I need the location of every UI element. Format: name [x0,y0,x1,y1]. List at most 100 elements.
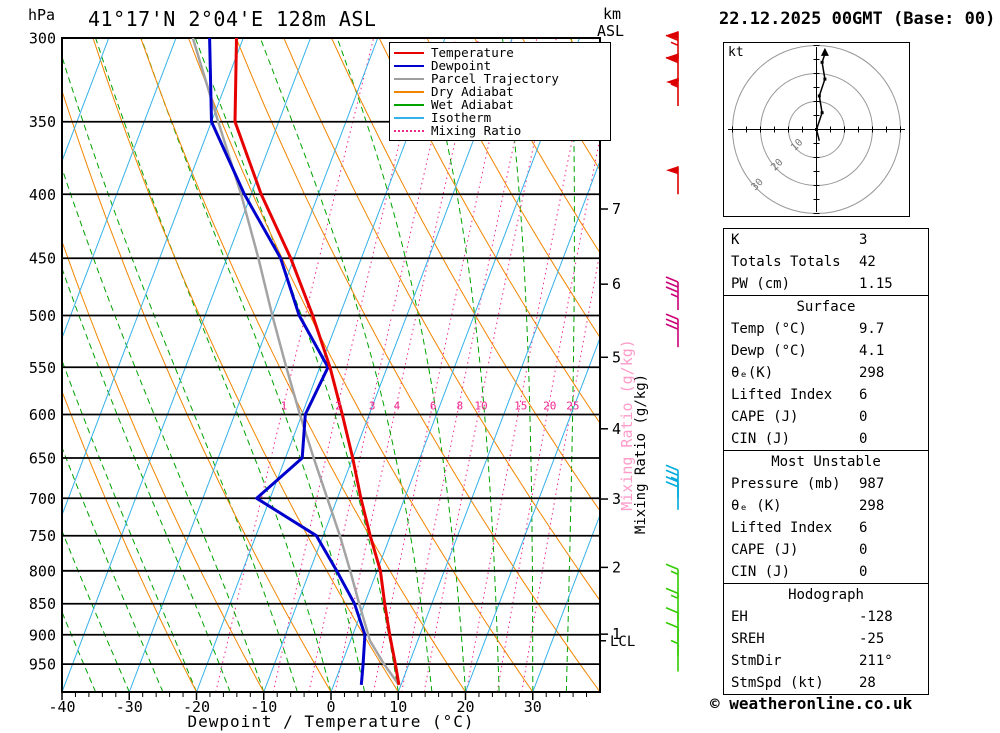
panel-section-header: Most Unstable [771,454,881,470]
panel-row-label: Temp (°C) [731,321,807,337]
credit: © weatheronline.co.uk [710,694,913,713]
panel-row: PW (cm) 1.15 [724,273,928,295]
mixing-ratio-value-label: 20 [543,400,556,413]
panel-row-label: CIN (J) [731,431,791,447]
panel-row-value: 1.15 [859,276,893,292]
isotherms [62,38,600,692]
panel-row: CIN (J) 0 [724,428,928,450]
panel-row-value: 0 [859,542,868,558]
profiles [191,38,401,686]
panel-row-label: K [731,232,740,248]
panel-row-value: -25 [859,631,885,647]
mixing-ratio-value-label: 15 [514,400,527,413]
km-tick-label: 2 [612,558,621,576]
hodograph-ring-label: 20 [769,157,785,173]
pressure-tick-label: 550 [29,359,56,377]
pressure-tick-label: 650 [29,449,56,467]
panel-row-label: EH [731,609,748,625]
temp-tick-label: 10 [389,698,407,716]
legend-label: Dry Adiabat [431,84,514,99]
panel-row-value: -128 [859,609,893,625]
temperature-line [233,38,401,686]
panel-row: CAPE (J) 0 [724,406,928,428]
legend-item: Parcel Trajectory [394,72,606,85]
mixing-ratio-value-label: 6 [430,400,437,413]
km-tick-label: 3 [612,490,621,508]
temp-tick-label: -40 [48,698,75,716]
panel-row-label: Dewp (°C) [731,343,807,359]
panel-row: Lifted Index 6 [724,384,928,406]
pressure-unit-label: hPa [28,6,56,24]
panel-row-value: 3 [859,232,868,248]
panel-row: CAPE (J) 0 [724,539,928,561]
hodograph-ring-label: 30 [749,177,765,193]
panel-row-label: PW (cm) [731,276,791,292]
panel-row-label: StmDir [731,653,782,669]
legend-label: Wet Adiabat [431,97,514,112]
panel-row-value: 6 [859,387,868,403]
legend-label: Isotherm [431,110,492,125]
hodograph-panel: 10 20 30 [723,42,910,217]
panel-row: StmDir 211° [724,650,928,672]
panel-section-header: Hodograph [788,587,864,603]
panel-row: Lifted Index 6 [724,517,928,539]
mixing-ratio-value-label: 10 [474,400,487,413]
legend-swatch [394,103,424,106]
x-axis-label: Dewpoint / Temperature (°C) [187,712,475,731]
mixing-ratio-value-label: 3 [369,400,376,413]
mixing-ratio-value-label: 25 [566,400,579,413]
x-axis: -40 -30 -20 -10 0 10 20 30 [48,692,588,716]
hodograph-arrow [820,47,829,56]
pressure-tick-label: 350 [29,113,56,131]
legend-swatch [394,77,424,80]
legend: Temperature Dewpoint Parcel Trajectory Dry … [389,42,611,141]
mixing-ratio-value-label: 1 [281,400,288,413]
panel-row: CIN (J) 0 [724,561,928,583]
datetime-label: 22.12.2025 00GMT (Base: 00) [719,9,996,29]
parcel-trajectory-line [191,38,400,686]
legend-label: Dewpoint [431,58,492,73]
mixing-ratio-axis-label: Mixing Ratio (g/kg) [633,373,649,535]
panel-section: Hodograph EH -128 SREH -25 StmDir 211° StmSpd (… [724,583,928,694]
pressure-tick-label: 450 [29,250,56,268]
temp-tick-label: -20 [183,698,210,716]
page-title: 41°17'N 2°04'E 128m ASL [88,7,377,31]
altitude-unit-asl: ASL [597,22,625,40]
panel-row-value: 987 [859,476,885,492]
pressure-tick-label: 600 [29,406,56,424]
legend-item: Temperature [394,46,606,59]
temp-tick-label: 0 [326,698,335,716]
legend-item: Wet Adiabat [394,98,606,111]
legend-item: Mixing Ratio [394,124,606,137]
panel-section: K 3 Totals Totals 42 PW (cm) 1.15 [724,229,928,295]
panel-row: θₑ(K) 298 [724,362,928,384]
panel-row-label: θₑ (K) [731,498,782,514]
mixing-ratio-value-label: 2 [335,400,342,413]
temp-tick-label: -10 [250,698,277,716]
hodograph-unit-label: kt [728,45,744,60]
altitude-unit-km: km [603,5,622,23]
pressure-tick-label: 750 [29,527,56,545]
mixing-ratio-value-labels: 1 2 3 4 6 8 10 15 20 25 [281,400,580,413]
pressure-tick-label: 900 [29,626,56,644]
legend-swatch [394,90,424,93]
panel-section: Surface Temp (°C) 9.7 Dewp (°C) 4.1 θₑ(K) 298 L… [724,295,928,450]
indices-panel: K 3 Totals Totals 42 PW (cm) 1.15 Surface Temp … [723,228,929,695]
panel-row: Dewp (°C) 4.1 [724,340,928,362]
legend-swatch [394,116,424,119]
panel-row-value: 0 [859,431,868,447]
panel-row: Temp (°C) 9.7 [724,318,928,340]
wind-barbs [665,31,679,672]
panel-row: Totals Totals 42 [724,251,928,273]
panel-row-value: 0 [859,564,868,580]
panel-row-value: 4.1 [859,343,885,359]
lcl-label: LCL [610,634,635,650]
pressure-tick-label: 500 [29,307,56,325]
pressure-tick-label: 400 [29,186,56,204]
hodograph-ring-label: 10 [789,137,805,153]
panel-row-label: CAPE (J) [731,542,799,558]
panel-row: EH -128 [724,606,928,628]
panel-row: StmSpd (kt) 28 [724,672,928,694]
legend-swatch [394,64,424,67]
